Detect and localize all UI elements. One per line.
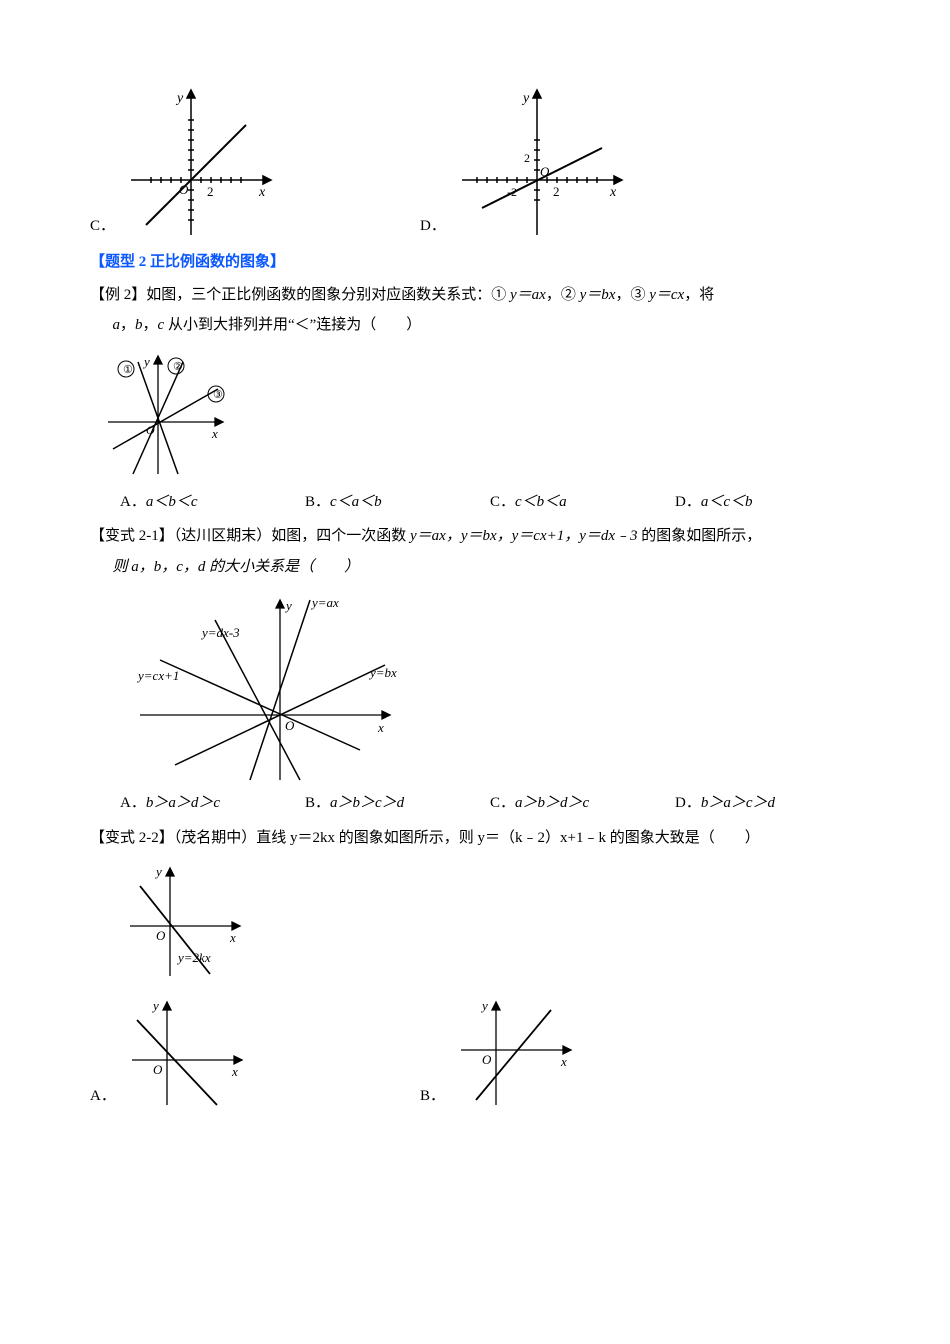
ex2-m2: ， [143,317,158,333]
var21-opt-a-text: b＞a＞d＞c [146,795,220,811]
svg-text:y=ax: y=ax [310,595,339,610]
svg-text:O: O [540,164,550,179]
ex2-opt-d-text: a＜c＜b [701,494,753,510]
option-c-cell: C． O 2 x [90,80,420,240]
ex2-eq2: y＝bx [580,287,616,303]
var22-opt-b-cell[interactable]: B． O x y [420,990,591,1110]
svg-text:y: y [521,91,530,106]
ex2-pre: 【例 2】如图，三个正比例函数的图象分别对应函数关系式：① [90,287,510,303]
var21-opt-d-text: b＞a＞c＞d [701,795,775,811]
ex2-opt-b-text: c＜a＜b [330,494,382,510]
ex2-opt-a[interactable]: A．a＜b＜c [120,488,305,517]
svg-text:x: x [560,1054,567,1069]
svg-text:y=2kx: y=2kx [176,950,211,965]
ex2-m1: ， [120,317,135,333]
ex2-figure: O x y ① ② ③ [98,344,861,484]
svg-text:2: 2 [207,184,214,199]
var21-figure: O x y y=ax y=bx y=cx+1 y=dx-3 [120,585,860,785]
svg-text:①: ① [123,364,133,376]
section-2-title: 【题型 2 正比例函数的图象】 [90,248,860,277]
var22-text: 【变式 2-2】（茂名期中）直线 y＝2kx 的图象如图所示，则 y＝（k﹣2）… [90,830,760,846]
var21-opt-a[interactable]: A．b＞a＞d＞c [120,789,305,818]
ex2-rest: 从小到大排列并用“＜”连接为（ ） [164,317,421,333]
ex2-prompt-line2: a，b，c 从小到大排列并用“＜”连接为（ ） [90,311,860,340]
svg-text:y: y [480,998,488,1013]
var21-eqs: y＝ax，y＝bx，y＝cx+1，y＝dx﹣3 [410,528,638,544]
svg-text:O: O [146,423,155,437]
var22-given-figure: O x y y=2kx [120,856,860,986]
var21-opt-d[interactable]: D．b＞a＞c＞d [675,789,860,818]
top-options-row: C． O 2 x [90,80,860,240]
var21-tail: 的图象如图所示， [638,528,762,544]
var22-a-label: A． [90,1082,116,1111]
var21-graph: O x y y=ax y=bx y=cx+1 y=dx-3 [120,585,420,785]
var21-options: A．b＞a＞d＞c B．a＞b＞c＞d C．a＞b＞d＞c D．b＞a＞c＞d [90,789,860,818]
svg-text:O: O [153,1062,163,1077]
ex2-opt-a-text: a＜b＜c [146,494,198,510]
graph-d: O -2 2 2 x y [452,80,632,240]
svg-text:②: ② [173,361,183,373]
option-c-label: C． [90,212,115,241]
svg-text:y=cx+1: y=cx+1 [136,668,179,683]
svg-text:O: O [179,182,189,197]
svg-text:x: x [377,720,384,735]
svg-text:x: x [609,185,617,200]
var21-opt-b-text: a＞b＞c＞d [330,795,404,811]
var22-options-row: A． O x y B． O x y [90,990,860,1110]
svg-text:x: x [229,930,236,945]
var22-opt-a-cell[interactable]: A． O x y [90,990,420,1110]
var22-b-label: B． [420,1082,445,1111]
var21-opt-c[interactable]: C．a＞b＞d＞c [490,789,675,818]
svg-text:x: x [258,185,266,200]
ex2-graph: O x y ① ② ③ [98,344,238,484]
svg-text:y=dx-3: y=dx-3 [200,625,240,640]
ex2-a: a [113,317,121,333]
var21-pre: 【变式 2-1】（达川区期末）如图，四个一次函数 [90,528,410,544]
svg-text:y: y [142,354,150,369]
option-d-label: D． [420,212,446,241]
svg-text:y: y [175,91,184,106]
option-d-cell: D． O -2 2 2 x [420,80,632,240]
svg-text:-2: -2 [507,185,517,199]
var22-graph-b: O x y [451,990,591,1110]
var21-q: 则 a，b，c，d 的大小关系是（ ） [113,559,360,575]
graph-c: O 2 x y [121,80,281,240]
svg-text:2: 2 [553,184,560,199]
var21-opt-c-text: a＞b＞d＞c [515,795,589,811]
ex2-eq3: y＝cx [649,287,684,303]
ex2-opt-c[interactable]: C．c＜b＜a [490,488,675,517]
ex2-opt-b[interactable]: B．c＜a＜b [305,488,490,517]
var22-line1: 【变式 2-2】（茂名期中）直线 y＝2kx 的图象如图所示，则 y＝（k﹣2）… [90,824,860,853]
svg-text:y: y [151,998,159,1013]
ex2-options: A．a＜b＜c B．c＜a＜b C．c＜b＜a D．a＜c＜b [90,488,860,517]
var22-given-graph: O x y y=2kx [120,856,260,986]
svg-text:x: x [231,1064,238,1079]
svg-text:y=bx: y=bx [368,665,397,680]
ex2-opt-d[interactable]: D．a＜c＜b [675,488,860,517]
svg-text:x: x [211,426,218,441]
var22-graph-a: O x y [122,990,262,1110]
svg-text:③: ③ [213,389,223,401]
svg-text:y: y [154,864,162,879]
var21-opt-b[interactable]: B．a＞b＞c＞d [305,789,490,818]
var21-line2: 则 a，b，c，d 的大小关系是（ ） [90,553,860,582]
ex2-tail: ，将 [684,287,714,303]
svg-text:O: O [482,1052,492,1067]
ex2-eq1: y＝ax [510,287,546,303]
var21-line1: 【变式 2-1】（达川区期末）如图，四个一次函数 y＝ax，y＝bx，y＝cx+… [90,522,860,551]
svg-text:O: O [285,718,295,733]
ex2-b: b [135,317,143,333]
svg-text:2: 2 [524,151,530,165]
ex2-opt-c-text: c＜b＜a [515,494,567,510]
ex2-s2: ，③ [615,287,649,303]
ex2-prompt-line1: 【例 2】如图，三个正比例函数的图象分别对应函数关系式：① y＝ax，② y＝b… [90,281,860,310]
ex2-s1: ，② [546,287,580,303]
svg-text:O: O [156,928,166,943]
svg-text:y: y [284,598,292,613]
